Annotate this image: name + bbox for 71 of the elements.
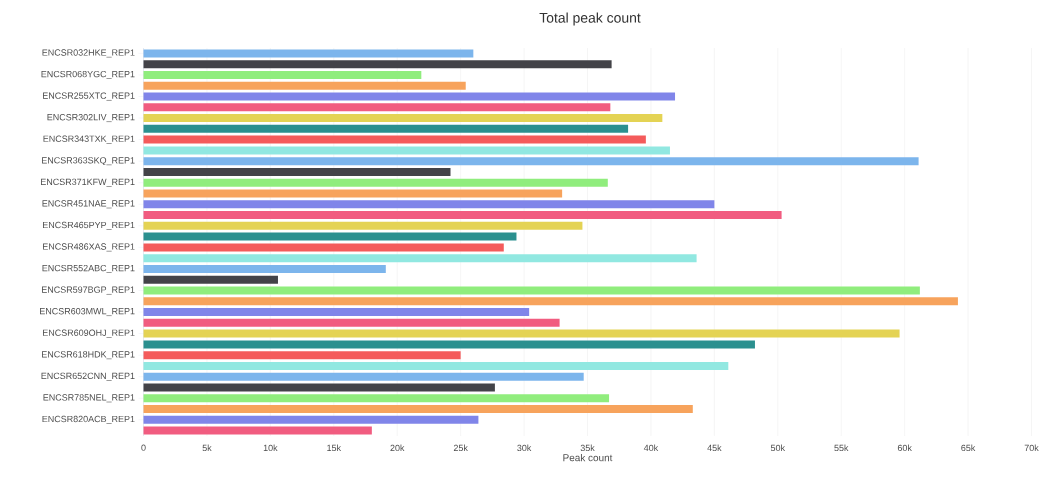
bar: [143, 200, 715, 209]
bar: [143, 114, 663, 123]
bar: [143, 157, 919, 166]
x-tick-label: 60k: [897, 444, 912, 452]
x-tick-label: 40k: [643, 444, 659, 452]
x-tick-label: 10k: [263, 444, 278, 452]
bar: [143, 103, 611, 112]
y-tick-label: ENCSR068YGC_REP1: [41, 70, 135, 79]
y-tick-label: ENCSR255XTC_REP1: [43, 92, 135, 101]
bar: [143, 286, 920, 295]
bar: [143, 189, 563, 198]
y-tick-label: ENCSR552ABC_REP1: [42, 264, 135, 273]
y-tick-label: ENCSR343TXK_REP1: [43, 135, 135, 144]
y-tick-label: ENCSR363SKQ_REP1: [42, 157, 135, 166]
bar: [143, 275, 278, 284]
bar: [143, 308, 530, 317]
y-tick-label: ENCSR465PYP_REP1: [43, 221, 135, 230]
y-tick-label: ENCSR820ACB_REP1: [42, 415, 135, 424]
bar: [143, 49, 474, 58]
bar: [143, 297, 958, 306]
y-tick-label: ENCSR451NAE_REP1: [42, 200, 135, 209]
x-tick-label: 15k: [327, 444, 342, 452]
x-tick-label: 5k: [202, 444, 212, 452]
x-tick-label: 70k: [1024, 444, 1039, 452]
chart-title: Total peak count: [539, 12, 641, 26]
bar: [143, 318, 560, 327]
x-tick-label: 55k: [834, 444, 849, 452]
bar: [143, 394, 610, 403]
x-tick-label: 20k: [390, 444, 405, 452]
bar: [143, 146, 670, 155]
y-tick-label: ENCSR618HDK_REP1: [42, 351, 135, 360]
y-tick-label: ENCSR302LIV_REP1: [47, 114, 135, 123]
bar: [143, 329, 900, 338]
y-tick-label: ENCSR597BGP_REP1: [42, 286, 135, 295]
y-tick-label: ENCSR652CNN_REP1: [41, 372, 135, 381]
y-tick-label: ENCSR603MWL_REP1: [40, 308, 135, 317]
bar: [143, 243, 504, 252]
bar: [143, 221, 583, 230]
bar: [143, 264, 386, 273]
bar: [143, 211, 782, 220]
y-tick-label: ENCSR609OHJ_REP1: [43, 329, 135, 338]
bar: [143, 405, 693, 414]
y-tick-label: ENCSR486XAS_REP1: [43, 243, 135, 252]
bar: [143, 92, 676, 101]
x-tick-label: 65k: [961, 444, 976, 452]
bar: [143, 383, 495, 392]
bar: [143, 361, 729, 370]
bar: [143, 135, 646, 144]
x-tick-label: 25k: [453, 444, 468, 452]
bar: [143, 415, 479, 424]
bar: [143, 232, 517, 241]
x-tick-label: 0: [141, 444, 146, 451]
bar: [143, 167, 451, 176]
y-tick-label: ENCSR785NEL_REP1: [43, 394, 135, 403]
x-axis-title: Peak count: [563, 453, 613, 462]
bar: [143, 60, 612, 69]
bar: [143, 124, 629, 133]
bar: [143, 340, 755, 349]
y-tick-label: ENCSR032HKE_REP1: [42, 49, 135, 58]
x-tick-label: 45k: [707, 444, 722, 452]
bar: [143, 70, 422, 79]
x-tick-label: 35k: [580, 444, 595, 452]
x-tick-label: 30k: [517, 444, 532, 452]
y-tick-label: ENCSR371KFW_REP1: [41, 178, 135, 187]
bar: [143, 372, 584, 381]
bar: [143, 426, 372, 435]
x-tick-label: 50k: [770, 444, 786, 452]
bar: [143, 178, 608, 187]
bar: [143, 81, 466, 90]
bar: [143, 254, 697, 263]
bar: [143, 351, 461, 360]
